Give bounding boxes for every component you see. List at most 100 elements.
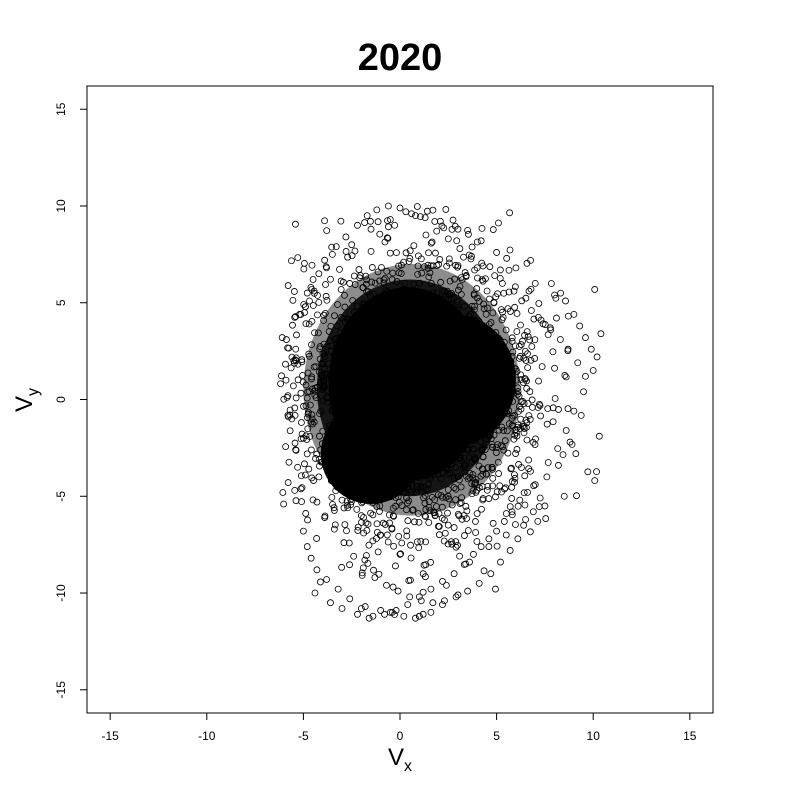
data-point: [458, 392, 466, 400]
data-point: [464, 402, 472, 410]
data-point: [392, 295, 400, 303]
data-point: [492, 493, 499, 501]
data-point: [424, 372, 432, 379]
data-point: [394, 443, 402, 451]
data-point: [495, 375, 503, 383]
data-point: [367, 454, 375, 461]
data-point: [331, 418, 338, 426]
data-point: [361, 447, 369, 455]
data-point: [368, 397, 376, 405]
data-point: [435, 382, 442, 390]
data-point: [428, 238, 436, 246]
data-point: [426, 269, 434, 277]
data-point: [365, 423, 372, 431]
data-point: [568, 440, 576, 448]
data-point: [365, 541, 373, 549]
data-point: [343, 315, 351, 323]
data-point: [525, 287, 533, 295]
data-point: [427, 279, 435, 287]
data-point: [405, 577, 413, 584]
data-point: [354, 523, 362, 531]
data-point: [399, 293, 406, 301]
data-point: [521, 331, 528, 339]
data-point: [435, 522, 442, 530]
data-point: [405, 295, 412, 303]
data-point: [348, 394, 356, 402]
data-point: [357, 496, 365, 504]
data-point: [485, 393, 493, 401]
data-point: [443, 421, 451, 428]
data-point: [383, 267, 391, 275]
data-point: [434, 306, 442, 314]
data-point: [468, 252, 475, 260]
data-point: [302, 402, 310, 410]
data-point: [393, 425, 401, 433]
data-point: [453, 237, 461, 245]
data-point: [448, 371, 456, 379]
data-point: [356, 274, 364, 282]
data-point: [395, 468, 403, 476]
data-point: [333, 483, 341, 491]
data-point: [484, 482, 492, 490]
data-point: [451, 318, 459, 325]
point-cloud: [277, 202, 605, 622]
data-point: [433, 289, 441, 297]
data-point: [455, 383, 463, 390]
data-point: [360, 427, 368, 435]
data-point: [404, 425, 412, 433]
data-point: [328, 250, 336, 258]
data-point: [337, 378, 345, 386]
data-point: [458, 377, 466, 384]
data-point: [376, 277, 383, 285]
data-point: [294, 463, 301, 471]
data-point: [362, 470, 369, 478]
data-point: [336, 265, 343, 273]
data-point: [500, 518, 508, 525]
data-point: [517, 321, 524, 329]
data-point: [418, 311, 426, 319]
data-point: [482, 377, 490, 385]
data-point: [422, 231, 430, 239]
data-point: [374, 218, 382, 226]
data-point: [314, 329, 322, 337]
data-point: [446, 444, 454, 452]
data-point: [371, 465, 379, 473]
data-point: [478, 445, 486, 453]
data-point: [344, 434, 352, 442]
data-point: [441, 314, 449, 321]
data-point: [414, 252, 422, 260]
data-point: [445, 495, 453, 503]
data-point: [416, 357, 423, 365]
data-point: [523, 377, 530, 385]
data-point: [442, 206, 450, 213]
data-point: [395, 447, 402, 454]
data-point: [329, 472, 337, 480]
data-point: [502, 531, 510, 539]
data-point: [419, 570, 427, 578]
data-point: [485, 535, 493, 543]
data-point: [460, 373, 468, 380]
data-point: [390, 437, 398, 444]
data-point: [475, 338, 483, 346]
data-point: [335, 363, 342, 371]
data-point: [388, 311, 396, 318]
data-point: [298, 419, 305, 426]
data-point: [473, 337, 481, 345]
data-point: [498, 488, 505, 496]
data-point: [360, 303, 367, 311]
data-point: [324, 394, 331, 402]
data-point: [424, 413, 431, 421]
data-point: [419, 389, 427, 397]
data-point: [435, 454, 443, 462]
data-point: [464, 587, 472, 595]
data-point: [470, 387, 478, 395]
data-point: [494, 441, 502, 448]
data-point: [337, 286, 345, 293]
data-point: [395, 532, 403, 540]
data-point: [401, 419, 408, 427]
data-point: [470, 306, 478, 314]
data-point: [442, 412, 450, 420]
data-point: [515, 407, 523, 415]
data-point: [399, 468, 407, 476]
data-point: [418, 349, 426, 357]
